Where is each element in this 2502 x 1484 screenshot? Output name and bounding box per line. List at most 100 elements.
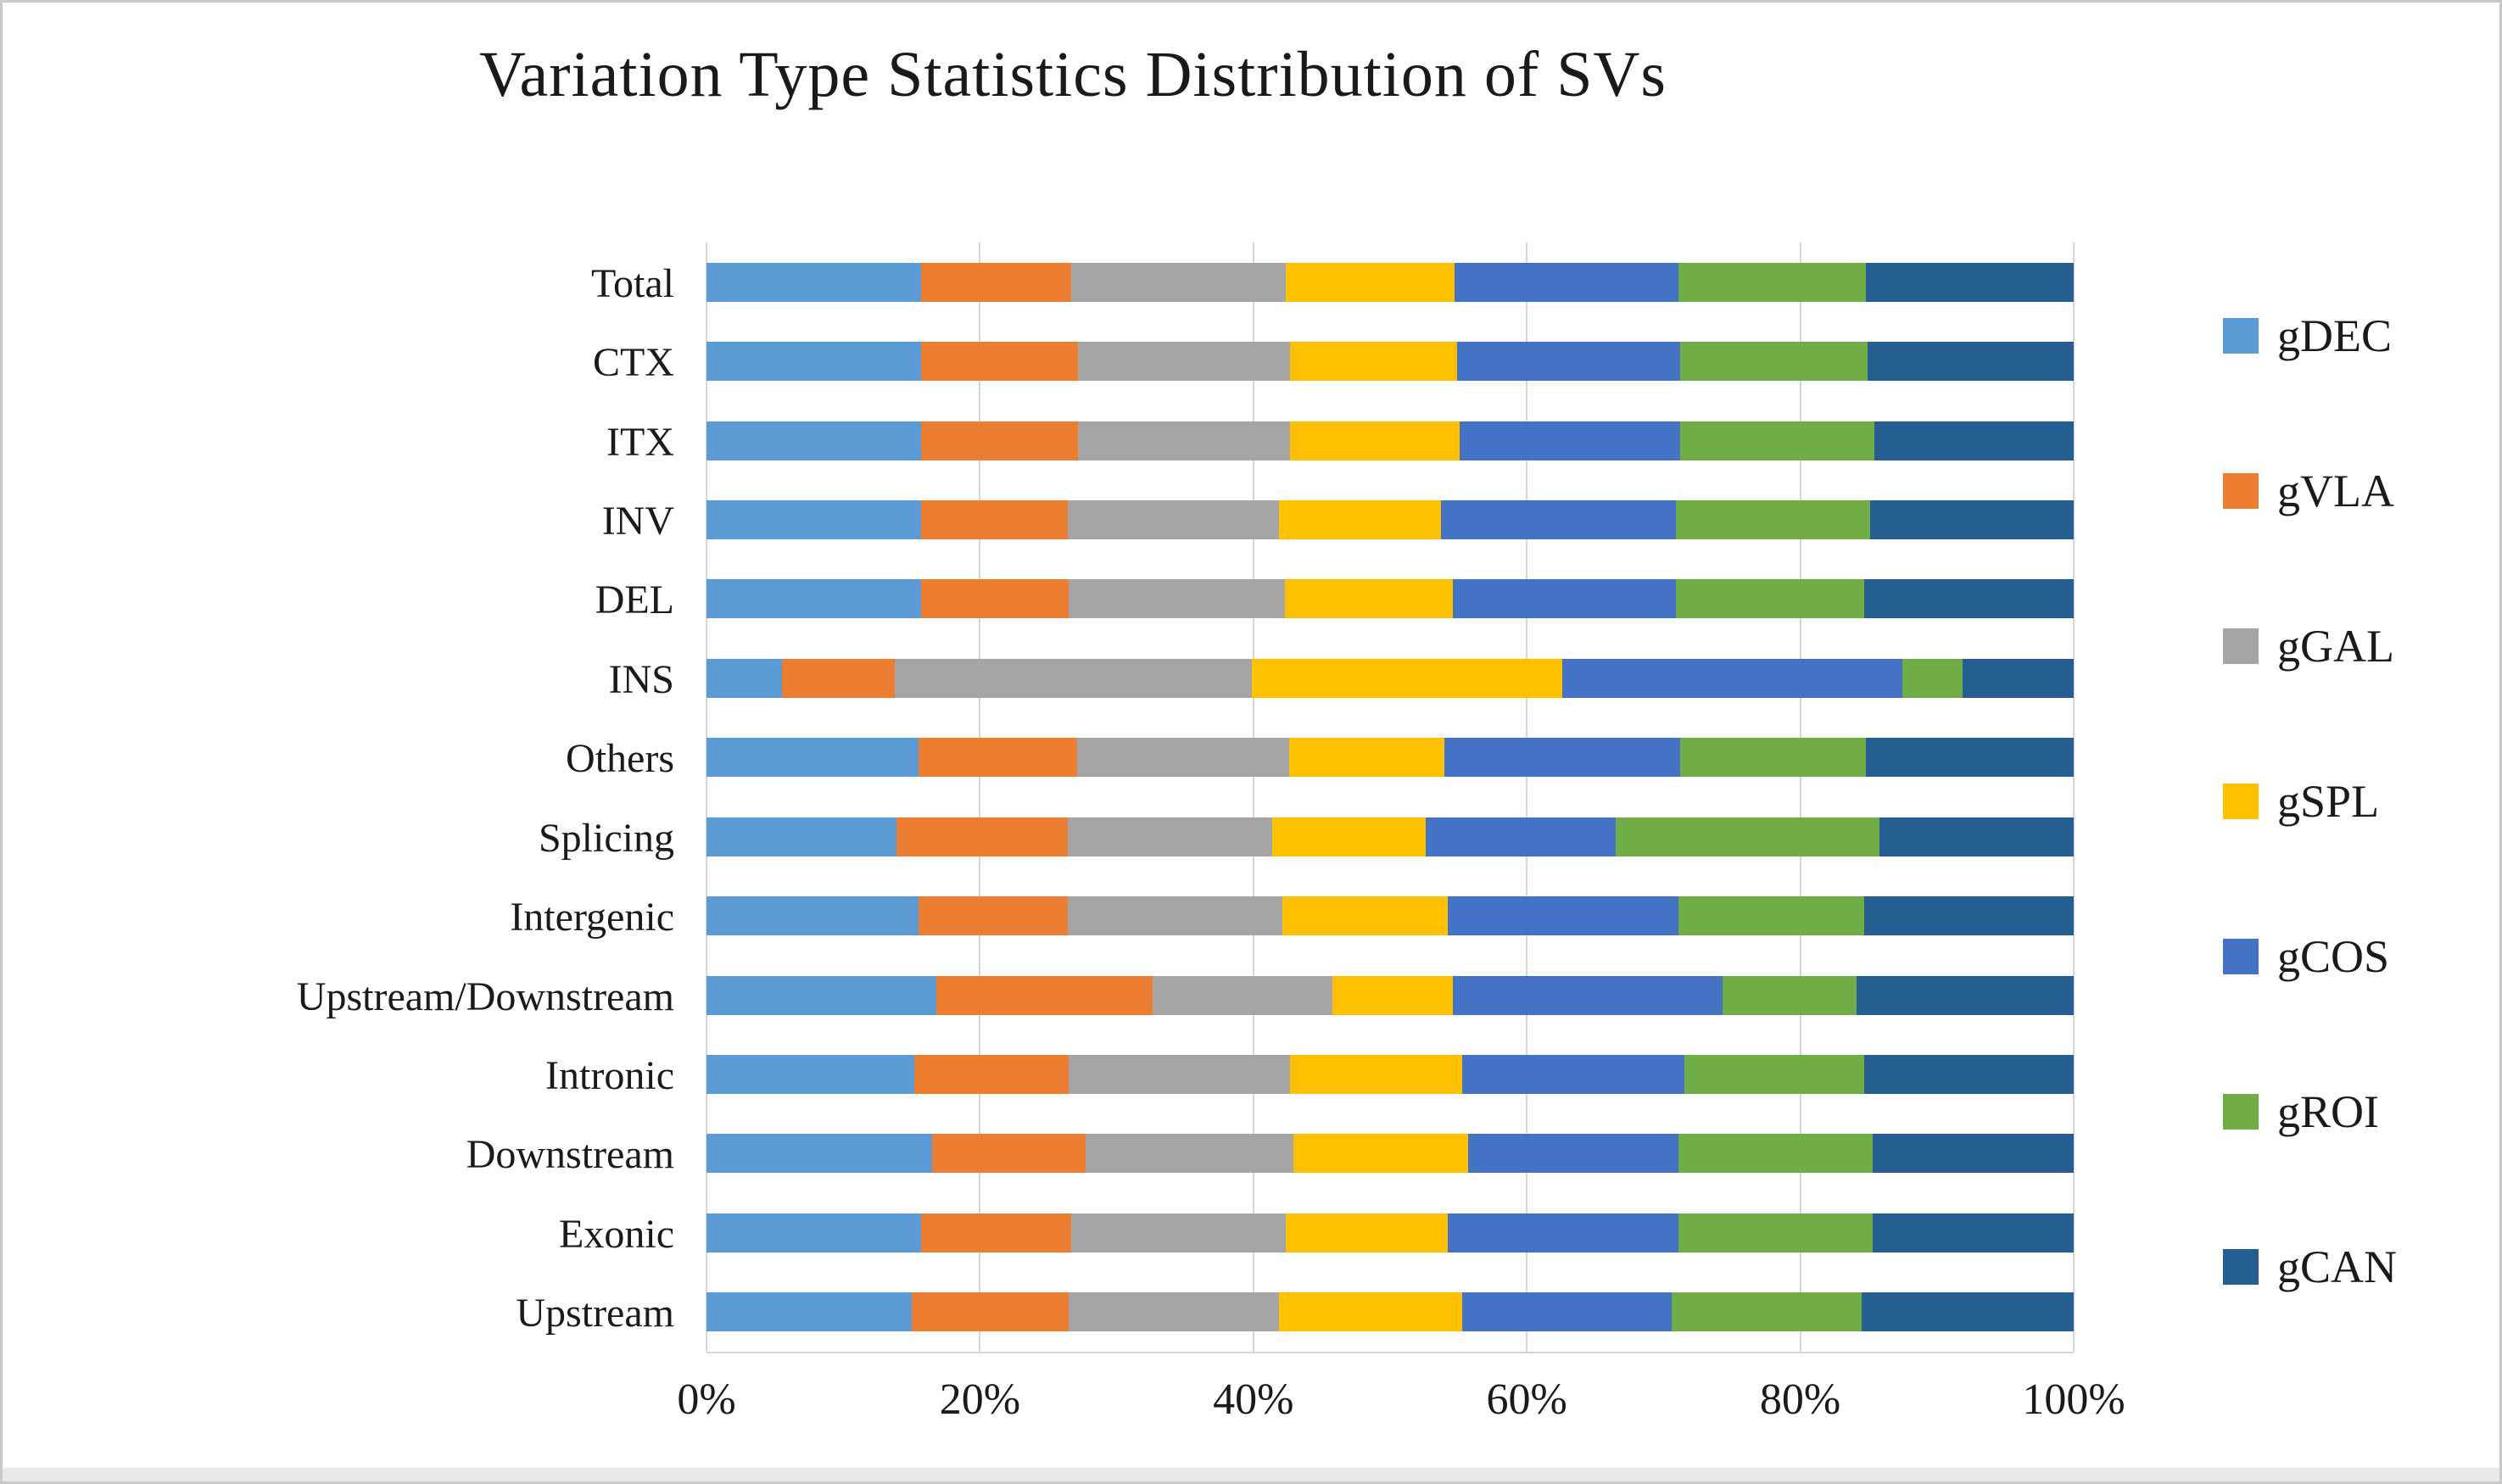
bar-segment-gROI	[1902, 658, 1963, 698]
bar-segment-gCAN	[1874, 421, 2074, 460]
bar-segment-gDEC	[706, 896, 919, 936]
bar-segment-gGAL	[1067, 817, 1273, 856]
stacked-bar-Intronic	[706, 1054, 2074, 1094]
bar-row	[706, 658, 2074, 698]
gridline	[1526, 243, 1528, 1352]
bar-segment-gVLA	[935, 975, 1153, 1015]
bar-segment-gGAL	[1078, 421, 1291, 460]
bar-segment-gSPL	[1288, 738, 1445, 778]
bar-segment-gROI	[1675, 579, 1865, 619]
chart-title: Variation Type Statistics Distribution o…	[479, 39, 1667, 110]
stacked-bar-Upstream/Downstream	[706, 975, 2074, 1015]
bar-rows	[706, 243, 2074, 1352]
category-label: Upstream	[516, 1291, 674, 1336]
stacked-bar-INS	[706, 658, 2074, 698]
bar-segment-gROI	[1679, 738, 1866, 778]
bar-row	[706, 499, 2074, 539]
bar-segment-gGAL	[1152, 975, 1333, 1015]
stacked-bar-Splicing	[706, 817, 2074, 856]
x-tick-label: 80%	[1759, 1375, 1841, 1424]
bar-row	[706, 817, 2074, 856]
bar-segment-gCAN	[1963, 658, 2074, 698]
bar-segment-gGAL	[1069, 579, 1285, 619]
bar-segment-gSPL	[1290, 421, 1460, 460]
bar-segment-gCOS	[1447, 1213, 1679, 1252]
legend-swatch-icon	[2223, 628, 2259, 664]
bar-segment-gSPL	[1279, 1292, 1463, 1332]
bar-segment-gGAL	[1067, 499, 1280, 539]
bar-segment-gGAL	[1069, 1054, 1291, 1094]
bar-row	[706, 262, 2074, 302]
bar-segment-gSPL	[1282, 896, 1448, 936]
bar-segment-gDEC	[706, 342, 922, 382]
bar-segment-gCOS	[1454, 262, 1679, 302]
legend-swatch-icon	[2223, 784, 2259, 819]
stacked-bar-Total	[706, 262, 2074, 302]
bar-segment-gVLA	[918, 896, 1068, 936]
bar-segment-gVLA	[921, 499, 1068, 539]
bar-segment-gROI	[1672, 1292, 1863, 1332]
bar-row	[706, 1213, 2074, 1252]
legend-swatch-icon	[2223, 473, 2259, 509]
bar-segment-gDEC	[706, 421, 922, 460]
stacked-bar-CTX	[706, 342, 2074, 382]
category-label: INS	[608, 656, 674, 702]
stacked-bar-Upstream	[706, 1292, 2074, 1332]
bar-segment-gGAL	[1069, 1292, 1280, 1332]
bar-segment-gGAL	[895, 658, 1253, 698]
bar-segment-gROI	[1678, 262, 1866, 302]
bar-segment-gVLA	[918, 738, 1077, 778]
bar-segment-gROI	[1679, 342, 1868, 382]
legend-label: gGAL	[2277, 621, 2394, 672]
bar-segment-gVLA	[921, 342, 1079, 382]
bar-segment-gVLA	[781, 658, 896, 698]
bar-segment-gSPL	[1286, 1213, 1448, 1252]
bar-segment-gCOS	[1447, 896, 1679, 936]
category-label: INV	[601, 498, 674, 544]
gridline	[706, 243, 707, 1352]
legend-swatch-icon	[2223, 939, 2259, 974]
legend-label: gCAN	[2277, 1241, 2398, 1292]
bar-segment-gSPL	[1284, 579, 1454, 619]
legend-label: gSPL	[2277, 776, 2380, 827]
bar-row	[706, 1292, 2074, 1332]
gridline	[979, 243, 981, 1352]
bar-row	[706, 579, 2074, 619]
bar-segment-gCAN	[1872, 1134, 2074, 1174]
category-label: Downstream	[466, 1132, 674, 1178]
legend-item-gSPL: gSPL	[2223, 775, 2494, 828]
bar-segment-gSPL	[1286, 262, 1455, 302]
bar-segment-gCAN	[1862, 1292, 2074, 1332]
category-label: Intergenic	[510, 895, 674, 940]
bar-segment-gDEC	[706, 738, 919, 778]
legend-item-gGAL: gGAL	[2223, 620, 2494, 672]
bar-segment-gROI	[1684, 1054, 1865, 1094]
bar-segment-gVLA	[921, 579, 1069, 619]
bar-segment-gSPL	[1252, 658, 1563, 698]
bar-segment-gGAL	[1085, 1134, 1293, 1174]
category-label: Splicing	[538, 815, 674, 861]
bar-segment-gCAN	[1867, 342, 2074, 382]
bar-segment-gCOS	[1456, 342, 1680, 382]
bar-row	[706, 896, 2074, 936]
bar-row	[706, 342, 2074, 382]
bar-segment-gGAL	[1067, 896, 1282, 936]
bar-segment-gCAN	[1865, 262, 2074, 302]
category-label: Upstream/Downstream	[296, 974, 674, 1019]
bar-segment-gGAL	[1076, 738, 1289, 778]
stacked-bar-Others	[706, 738, 2074, 778]
bar-segment-gVLA	[931, 1134, 1086, 1174]
bar-segment-gCAN	[1872, 1213, 2074, 1252]
bar-segment-gROI	[1615, 817, 1880, 856]
bar-segment-gDEC	[706, 1054, 915, 1094]
bar-segment-gDEC	[706, 1134, 932, 1174]
category-label: Total	[591, 260, 674, 306]
bar-segment-gCOS	[1453, 975, 1723, 1015]
gridline	[1799, 243, 1801, 1352]
bar-row	[706, 738, 2074, 778]
legend-label: gROI	[2277, 1086, 2379, 1137]
legend-item-gROI: gROI	[2223, 1085, 2494, 1138]
legend-item-gCAN: gCAN	[2223, 1241, 2494, 1293]
stacked-bar-Intergenic	[706, 896, 2074, 936]
